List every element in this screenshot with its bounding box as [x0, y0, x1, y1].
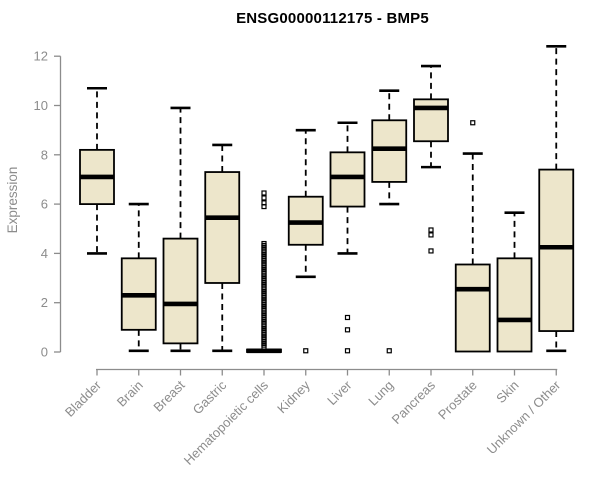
- y-tick-label: 4: [41, 246, 48, 261]
- outlier-point: [470, 120, 476, 126]
- y-tick-label: 12: [34, 49, 48, 64]
- y-tick-label: 6: [41, 197, 48, 212]
- outlier-point: [428, 227, 434, 233]
- boxplot-prostate: [454, 120, 491, 353]
- outlier-point: [428, 232, 434, 238]
- outlier-point: [261, 344, 267, 350]
- x-category-label: Skin: [493, 378, 521, 406]
- x-category-label: Pancreas: [389, 377, 439, 427]
- x-category-label: Brain: [114, 378, 146, 410]
- y-tick-label: 0: [41, 345, 48, 360]
- outlier-point: [344, 327, 351, 333]
- x-category-label: Bladder: [62, 377, 105, 420]
- boxplot-bladder: [79, 86, 115, 255]
- boxplot-liver: [329, 121, 366, 354]
- x-category-label: Lung: [365, 378, 396, 409]
- boxplot-unknown-other: [538, 45, 575, 353]
- boxplot-gastric: [204, 143, 241, 353]
- outlier-point: [344, 348, 351, 354]
- y-axis: 0 2 4 6 8 10 12: [34, 49, 62, 360]
- x-category-label: Liver: [324, 377, 355, 408]
- outlier-point: [261, 190, 267, 196]
- boxplot-brain: [120, 202, 157, 353]
- boxplot-breast: [162, 106, 199, 353]
- outlier-point: [261, 203, 267, 210]
- outlier-point: [428, 248, 434, 254]
- x-category-label: Kidney: [274, 377, 313, 416]
- y-tick-label: 8: [41, 147, 48, 162]
- y-tick-label: 2: [41, 295, 48, 310]
- boxplot-skin: [496, 211, 533, 353]
- outlier-point: [386, 348, 392, 354]
- boxplot-hematopoietic-cells: [246, 190, 282, 354]
- x-category-label: Unknown / Other: [484, 377, 564, 457]
- y-tick-label: 10: [34, 98, 48, 113]
- outlier-point: [303, 348, 309, 354]
- x-category-label: Gastric: [190, 377, 230, 417]
- chart-title: ENSG00000112175 - BMP5: [236, 10, 429, 27]
- outlier-point: [261, 195, 267, 201]
- boxplot-lung: [371, 89, 408, 354]
- boxplot-kidney: [287, 128, 324, 354]
- x-category-label: Breast: [150, 377, 187, 414]
- outlier-point: [344, 314, 351, 321]
- x-category-label: Prostate: [435, 378, 480, 423]
- boxplot-pancreas: [413, 64, 449, 254]
